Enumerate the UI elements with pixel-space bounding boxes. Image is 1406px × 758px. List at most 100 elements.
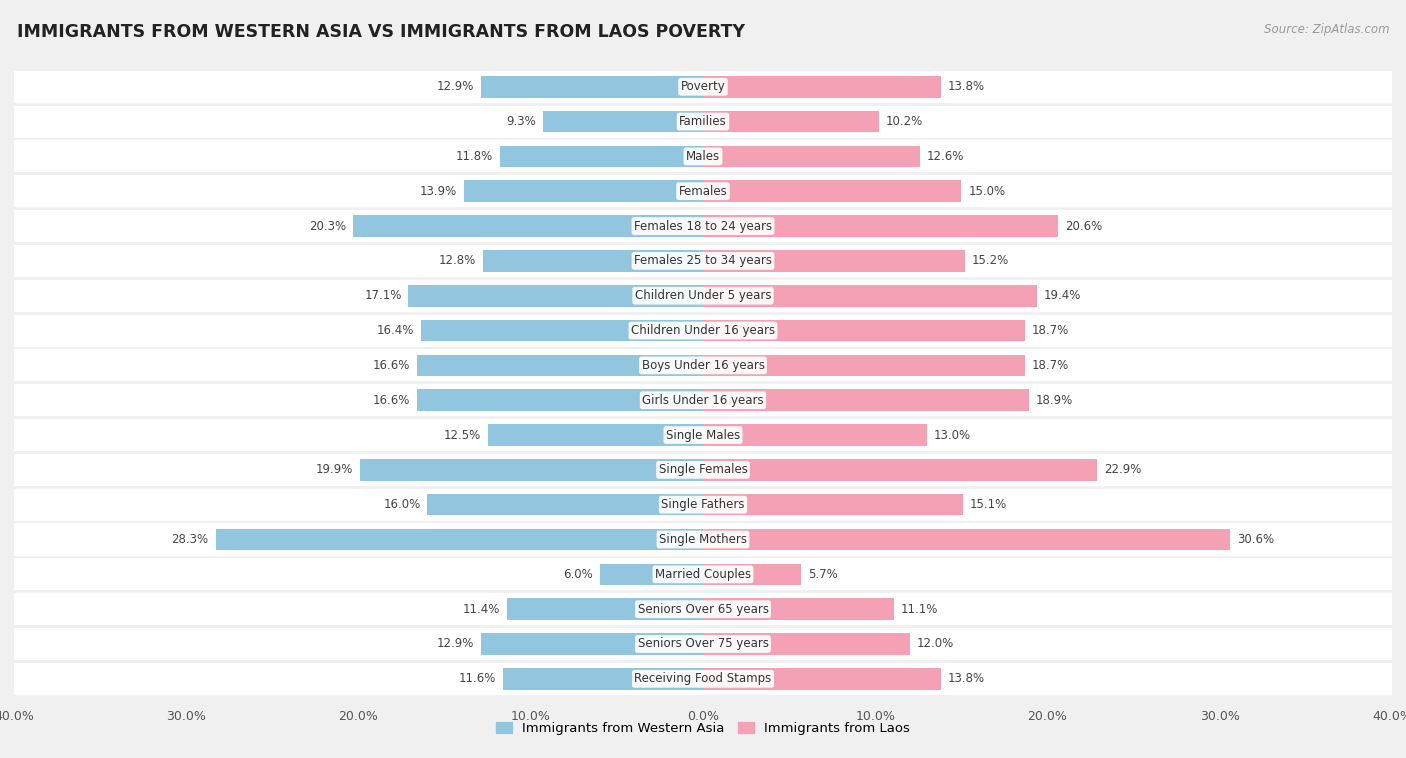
Bar <box>418 390 703 411</box>
Bar <box>703 285 1038 306</box>
Bar <box>703 390 1029 411</box>
Bar <box>481 633 703 655</box>
Legend: Immigrants from Western Asia, Immigrants from Laos: Immigrants from Western Asia, Immigrants… <box>491 716 915 741</box>
Text: 9.3%: 9.3% <box>506 115 536 128</box>
Text: Seniors Over 65 years: Seniors Over 65 years <box>637 603 769 615</box>
Bar <box>14 489 1392 521</box>
Text: Females 18 to 24 years: Females 18 to 24 years <box>634 220 772 233</box>
Bar <box>703 598 894 620</box>
Text: 16.4%: 16.4% <box>377 324 413 337</box>
Bar <box>14 315 1392 346</box>
Bar <box>703 494 963 515</box>
Bar <box>14 559 1392 590</box>
Bar <box>599 563 703 585</box>
Bar <box>703 215 1057 236</box>
Bar <box>481 76 703 98</box>
Bar <box>14 662 1392 695</box>
Text: 19.4%: 19.4% <box>1045 290 1081 302</box>
Text: 16.6%: 16.6% <box>373 393 411 407</box>
Bar <box>215 529 703 550</box>
Bar <box>703 459 1098 481</box>
Text: 20.3%: 20.3% <box>309 220 346 233</box>
Text: 18.9%: 18.9% <box>1035 393 1073 407</box>
Bar <box>703 250 965 271</box>
Bar <box>14 628 1392 660</box>
Text: 17.1%: 17.1% <box>364 290 402 302</box>
Bar <box>703 76 941 98</box>
Bar <box>14 175 1392 207</box>
Bar <box>409 285 703 306</box>
Text: Poverty: Poverty <box>681 80 725 93</box>
Text: 11.8%: 11.8% <box>456 150 494 163</box>
Text: 12.9%: 12.9% <box>436 637 474 650</box>
Text: 12.5%: 12.5% <box>443 428 481 441</box>
Text: 13.9%: 13.9% <box>419 185 457 198</box>
Bar <box>703 320 1025 341</box>
Bar <box>14 524 1392 556</box>
Text: Married Couples: Married Couples <box>655 568 751 581</box>
Bar <box>353 215 703 236</box>
Text: 13.8%: 13.8% <box>948 672 984 685</box>
Bar <box>703 563 801 585</box>
Text: Single Mothers: Single Mothers <box>659 533 747 546</box>
Text: 6.0%: 6.0% <box>562 568 593 581</box>
Text: 5.7%: 5.7% <box>808 568 838 581</box>
Text: Boys Under 16 years: Boys Under 16 years <box>641 359 765 372</box>
Text: 15.1%: 15.1% <box>970 498 1007 511</box>
Text: Children Under 16 years: Children Under 16 years <box>631 324 775 337</box>
Bar <box>418 355 703 376</box>
Text: Children Under 5 years: Children Under 5 years <box>634 290 772 302</box>
Text: Families: Families <box>679 115 727 128</box>
Text: Seniors Over 75 years: Seniors Over 75 years <box>637 637 769 650</box>
Text: IMMIGRANTS FROM WESTERN ASIA VS IMMIGRANTS FROM LAOS POVERTY: IMMIGRANTS FROM WESTERN ASIA VS IMMIGRAN… <box>17 23 745 41</box>
Text: 16.0%: 16.0% <box>384 498 420 511</box>
Bar <box>543 111 703 133</box>
Bar <box>14 280 1392 312</box>
Bar <box>703 424 927 446</box>
Text: 10.2%: 10.2% <box>886 115 922 128</box>
Bar <box>703 633 910 655</box>
Bar <box>14 419 1392 451</box>
Bar <box>427 494 703 515</box>
Text: 30.6%: 30.6% <box>1237 533 1274 546</box>
Text: 12.8%: 12.8% <box>439 255 475 268</box>
Text: Receiving Food Stamps: Receiving Food Stamps <box>634 672 772 685</box>
Text: 11.6%: 11.6% <box>458 672 496 685</box>
Text: 12.6%: 12.6% <box>927 150 965 163</box>
Bar <box>703 111 879 133</box>
Text: 11.4%: 11.4% <box>463 603 499 615</box>
Text: Females: Females <box>679 185 727 198</box>
Text: 11.1%: 11.1% <box>901 603 938 615</box>
Text: 18.7%: 18.7% <box>1032 324 1069 337</box>
Bar <box>464 180 703 202</box>
Bar <box>14 245 1392 277</box>
Text: Males: Males <box>686 150 720 163</box>
Bar <box>506 598 703 620</box>
Text: 12.0%: 12.0% <box>917 637 953 650</box>
Text: 13.0%: 13.0% <box>934 428 972 441</box>
Text: 22.9%: 22.9% <box>1104 463 1142 476</box>
Text: 15.2%: 15.2% <box>972 255 1010 268</box>
Text: Single Fathers: Single Fathers <box>661 498 745 511</box>
Bar <box>703 529 1230 550</box>
Bar <box>703 668 941 690</box>
Bar <box>499 146 703 168</box>
Bar <box>703 180 962 202</box>
Text: Source: ZipAtlas.com: Source: ZipAtlas.com <box>1264 23 1389 36</box>
Text: 15.0%: 15.0% <box>969 185 1005 198</box>
Bar <box>14 105 1392 138</box>
Bar <box>503 668 703 690</box>
Bar <box>703 146 920 168</box>
Bar <box>420 320 703 341</box>
Bar <box>482 250 703 271</box>
Text: 12.9%: 12.9% <box>436 80 474 93</box>
Text: Single Males: Single Males <box>666 428 740 441</box>
Bar <box>14 454 1392 486</box>
Bar <box>14 70 1392 103</box>
Bar <box>14 384 1392 416</box>
Bar <box>14 210 1392 242</box>
Text: 28.3%: 28.3% <box>172 533 208 546</box>
Text: Girls Under 16 years: Girls Under 16 years <box>643 393 763 407</box>
Text: 13.8%: 13.8% <box>948 80 984 93</box>
Bar <box>14 140 1392 172</box>
